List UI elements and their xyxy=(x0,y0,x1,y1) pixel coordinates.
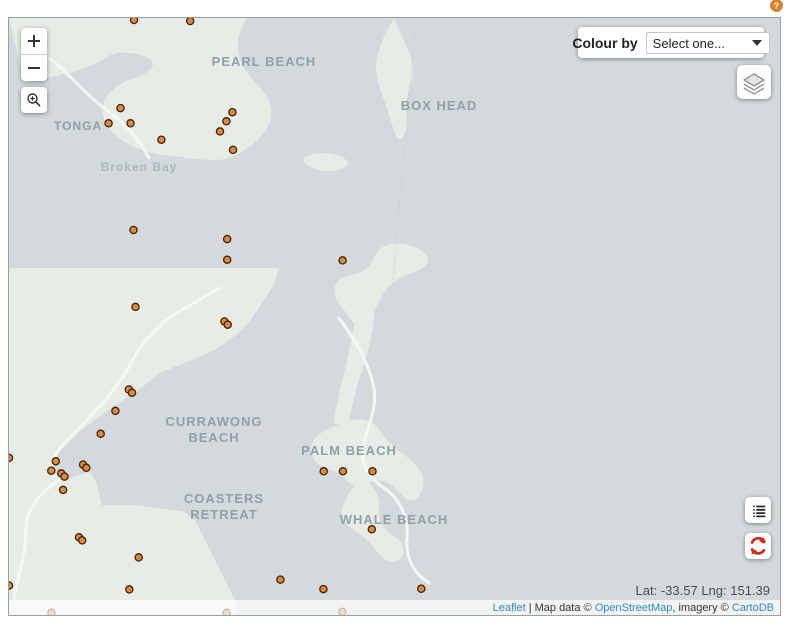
svg-text:COASTERS: COASTERS xyxy=(184,491,264,506)
svg-text:BOX HEAD: BOX HEAD xyxy=(401,98,478,113)
svg-text:PALM BEACH: PALM BEACH xyxy=(301,443,397,458)
svg-text:CURRAWONG: CURRAWONG xyxy=(165,414,262,429)
svg-text:RETREAT: RETREAT xyxy=(190,507,257,522)
svg-text:WHALE BEACH: WHALE BEACH xyxy=(340,512,449,527)
svg-text:PEARL BEACH: PEARL BEACH xyxy=(212,54,317,69)
svg-text:?: ? xyxy=(774,1,779,11)
svg-text:TONGA: TONGA xyxy=(54,119,102,133)
svg-text:BEACH: BEACH xyxy=(188,430,239,445)
svg-text:Broken Bay: Broken Bay xyxy=(101,160,178,174)
